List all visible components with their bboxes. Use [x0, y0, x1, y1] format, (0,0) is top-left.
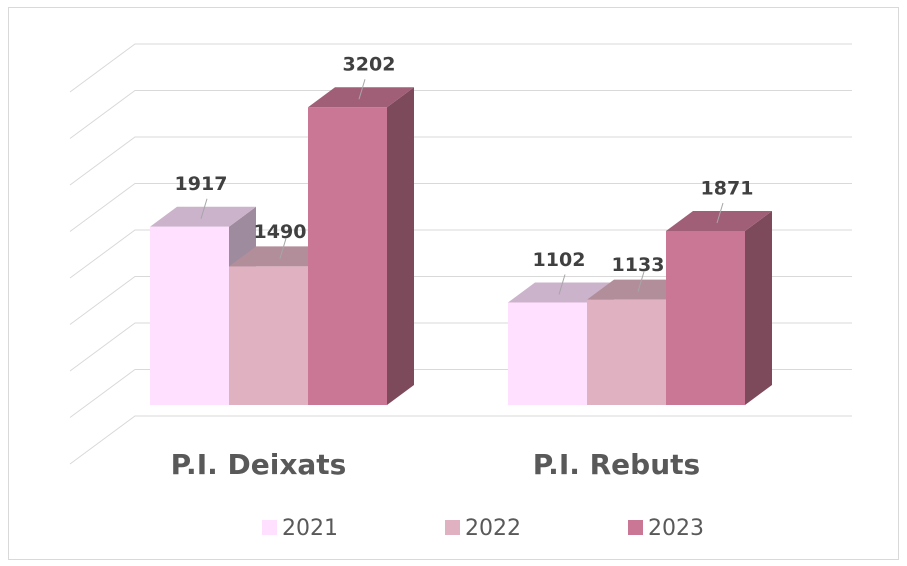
legend-label: 2023	[648, 516, 704, 541]
data-label: 1102	[533, 249, 586, 271]
legend-label: 2021	[282, 516, 338, 541]
bar-top	[150, 206, 256, 227]
legend-swatch	[262, 520, 277, 535]
bar-top	[666, 210, 772, 231]
legend-swatch	[445, 520, 460, 535]
x-tick-label: P.I. Deixats	[171, 448, 347, 481]
bar	[229, 266, 308, 405]
data-label: 1133	[612, 254, 665, 276]
leader-line	[716, 202, 724, 224]
data-label: 1490	[254, 221, 307, 243]
legend-label: 2022	[465, 516, 521, 541]
leader-line	[637, 271, 645, 292]
grid-line	[69, 276, 852, 325]
bar-side	[387, 87, 414, 406]
grid-line	[69, 90, 852, 139]
grid-line	[69, 43, 852, 93]
bar	[150, 226, 229, 405]
bar	[308, 107, 387, 406]
bar-top	[508, 282, 614, 303]
bar	[666, 230, 745, 405]
data-label: 1917	[175, 173, 228, 195]
bar-top	[308, 87, 414, 108]
leader-line	[279, 238, 287, 259]
data-label: 3202	[343, 54, 396, 76]
bar	[508, 302, 587, 405]
bar	[587, 299, 666, 405]
legend-swatch	[628, 520, 643, 535]
x-tick-label: P.I. Rebuts	[533, 448, 700, 481]
leader-line	[558, 274, 566, 295]
grid-line	[69, 183, 852, 232]
grid-line	[69, 229, 852, 279]
leader-line	[358, 79, 366, 100]
grid-line	[69, 136, 852, 186]
bar-side	[745, 210, 772, 405]
grid-line	[69, 415, 852, 465]
data-label: 1871	[701, 177, 754, 199]
leader-line	[200, 198, 208, 219]
